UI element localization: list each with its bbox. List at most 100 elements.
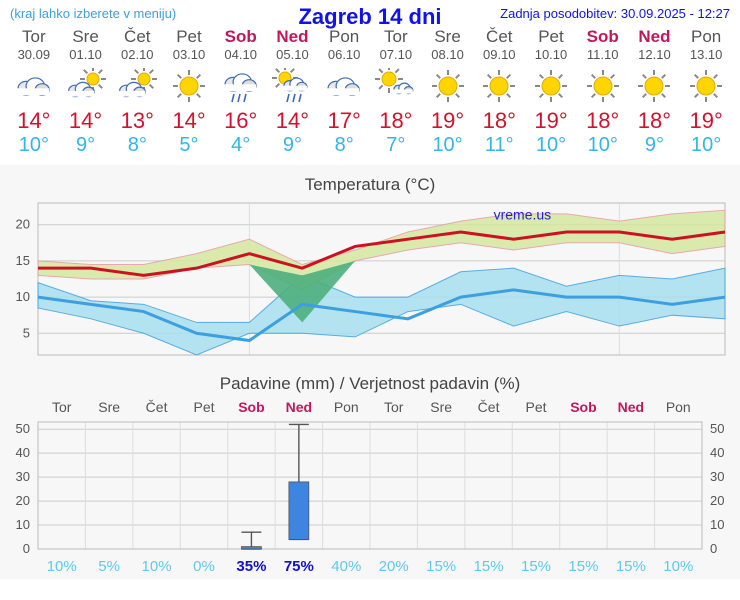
svg-text:15: 15 xyxy=(16,253,30,268)
weather-icon-sunny xyxy=(680,66,732,106)
forecast-day-7: Tor 07.10 18° 7° xyxy=(370,25,422,157)
day-name: Ned xyxy=(629,27,681,47)
precip-chart-title: Padavine (mm) / Verjetnost padavin (%) xyxy=(0,374,740,394)
weather-icon-rain xyxy=(215,66,267,106)
forecast-day-12: Ned 12.10 18° 9° xyxy=(629,25,681,157)
day-name: Sre xyxy=(60,27,112,47)
day-name: Pet xyxy=(163,27,215,47)
svg-text:40%: 40% xyxy=(331,558,361,575)
svg-text:Tor: Tor xyxy=(52,399,72,415)
forecast-day-5: Ned 05.10 14° 9° xyxy=(267,25,319,157)
svg-text:20: 20 xyxy=(16,493,30,508)
svg-text:30: 30 xyxy=(710,469,724,484)
svg-text:Tor: Tor xyxy=(384,399,404,415)
svg-text:0: 0 xyxy=(23,541,30,556)
svg-text:10: 10 xyxy=(16,289,30,304)
day-date: 03.10 xyxy=(163,47,215,62)
weather-icon-sunny xyxy=(577,66,629,106)
menu-hint-text: (kraj lahko izberete v meniju) xyxy=(10,6,176,21)
weather-icon-partly-cloudy xyxy=(111,66,163,106)
svg-text:Pon: Pon xyxy=(334,399,359,415)
svg-text:20%: 20% xyxy=(379,558,409,575)
day-low-temp: 8° xyxy=(111,134,163,157)
forecast-day-6: Pon 06.10 17° 8° xyxy=(318,25,370,157)
forecast-day-3: Pet 03.10 14° 5° xyxy=(163,25,215,157)
svg-text:10%: 10% xyxy=(142,558,172,575)
day-low-temp: 10° xyxy=(680,134,732,157)
weather-icon-sunny-cloud xyxy=(370,66,422,106)
day-name: Sre xyxy=(422,27,474,47)
day-low-temp: 9° xyxy=(60,134,112,157)
updated-text: Zadnja posodobitev: 30.09.2025 - 12:27 xyxy=(500,6,730,21)
day-high-temp: 13° xyxy=(111,108,163,134)
day-date: 04.10 xyxy=(215,47,267,62)
day-low-temp: 10° xyxy=(422,134,474,157)
forecast-day-1: Sre 01.10 14° 9° xyxy=(60,25,112,157)
svg-text:0%: 0% xyxy=(193,558,215,575)
forecast-day-8: Sre 08.10 19° 10° xyxy=(422,25,474,157)
weather-icon-sunny xyxy=(163,66,215,106)
day-high-temp: 14° xyxy=(267,108,319,134)
day-name: Tor xyxy=(8,27,60,47)
day-date: 12.10 xyxy=(629,47,681,62)
day-low-temp: 9° xyxy=(629,134,681,157)
weather-icon-sunny xyxy=(473,66,525,106)
forecast-day-11: Sob 11.10 18° 10° xyxy=(577,25,629,157)
weather-icon-sunny xyxy=(422,66,474,106)
forecast-day-2: Čet 02.10 13° 8° xyxy=(111,25,163,157)
page-title: Zagreb 14 dni xyxy=(298,4,441,30)
svg-text:vreme.us: vreme.us xyxy=(494,207,552,223)
day-high-temp: 14° xyxy=(60,108,112,134)
svg-text:40: 40 xyxy=(16,445,30,460)
charts-area: Temperatura (°C) 5 10 15 20 vreme.us Padavin… xyxy=(0,165,740,579)
svg-text:50: 50 xyxy=(710,421,724,436)
svg-text:10%: 10% xyxy=(47,558,77,575)
svg-text:30: 30 xyxy=(16,469,30,484)
day-name: Tor xyxy=(370,27,422,47)
svg-text:Sre: Sre xyxy=(98,399,120,415)
day-name: Sob xyxy=(577,27,629,47)
day-name: Pet xyxy=(525,27,577,47)
day-high-temp: 14° xyxy=(8,108,60,134)
weather-icon-partly-cloudy xyxy=(60,66,112,106)
day-high-temp: 19° xyxy=(680,108,732,134)
forecast-day-0: Tor 30.09 14° 10° xyxy=(8,25,60,157)
day-low-temp: 9° xyxy=(267,134,319,157)
forecast-day-13: Pon 13.10 19° 10° xyxy=(680,25,732,157)
svg-text:0: 0 xyxy=(710,541,717,556)
day-date: 08.10 xyxy=(422,47,474,62)
day-high-temp: 17° xyxy=(318,108,370,134)
svg-text:Sob: Sob xyxy=(238,399,264,415)
day-date: 01.10 xyxy=(60,47,112,62)
day-name: Sob xyxy=(215,27,267,47)
svg-text:50: 50 xyxy=(16,421,30,436)
temp-chart-title: Temperatura (°C) xyxy=(0,175,740,195)
forecast-day-9: Čet 09.10 18° 11° xyxy=(473,25,525,157)
day-low-temp: 11° xyxy=(473,134,525,157)
day-high-temp: 18° xyxy=(370,108,422,134)
weather-icon-partly-rain xyxy=(267,66,319,106)
svg-text:20: 20 xyxy=(710,493,724,508)
forecast-day-10: Pet 10.10 19° 10° xyxy=(525,25,577,157)
day-low-temp: 10° xyxy=(8,134,60,157)
svg-text:10: 10 xyxy=(710,517,724,532)
day-high-temp: 18° xyxy=(473,108,525,134)
day-date: 05.10 xyxy=(267,47,319,62)
day-date: 13.10 xyxy=(680,47,732,62)
precipitation-chart: Tor Sre Čet Pet Sob Ned Pon Tor Sre Čet Pet Sob Ned P… xyxy=(0,394,740,579)
svg-text:35%: 35% xyxy=(236,558,266,575)
temperature-chart-block: Temperatura (°C) 5 10 15 20 vreme.us xyxy=(0,175,740,370)
forecast-day-4: Sob 04.10 16° 4° xyxy=(215,25,267,157)
day-name: Čet xyxy=(473,27,525,47)
day-low-temp: 10° xyxy=(525,134,577,157)
day-date: 07.10 xyxy=(370,47,422,62)
svg-text:Ned: Ned xyxy=(618,399,644,415)
day-high-temp: 16° xyxy=(215,108,267,134)
day-name: Ned xyxy=(267,27,319,47)
svg-text:15%: 15% xyxy=(474,558,504,575)
svg-text:Pet: Pet xyxy=(193,399,214,415)
svg-text:15%: 15% xyxy=(616,558,646,575)
day-date: 09.10 xyxy=(473,47,525,62)
day-high-temp: 18° xyxy=(629,108,681,134)
day-high-temp: 19° xyxy=(525,108,577,134)
